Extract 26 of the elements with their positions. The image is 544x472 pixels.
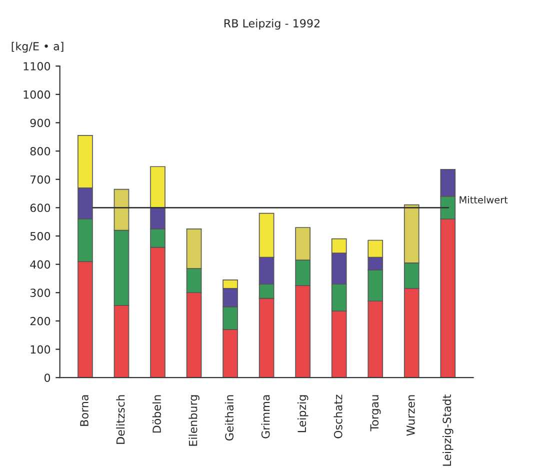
x-tick-label: Geithain	[224, 395, 234, 441]
y-tick-label: 700	[30, 175, 50, 184]
y-tick-label: 800	[30, 147, 50, 156]
x-tick-label: Torgau	[370, 395, 381, 432]
x-tick-label: Grimma	[261, 395, 270, 438]
y-axis-title: [kg/E • a]	[12, 42, 64, 53]
y-tick-label: 1000	[24, 90, 50, 99]
y-tick-label: 400	[30, 260, 50, 269]
y-tick-label: 600	[30, 204, 50, 212]
ref-line-label: Mittelwert	[460, 196, 508, 204]
x-tick-label: Oschatz	[334, 394, 342, 438]
x-tick-label: Eilenburg	[188, 395, 200, 446]
y-tick-label: 1100	[24, 62, 50, 70]
chart-title: RB Leipzig - 1992	[224, 18, 320, 30]
y-tick-label: 100	[30, 345, 50, 354]
x-tick-label: Wurzen	[406, 395, 415, 436]
x-tick-label: Döbeln	[152, 395, 161, 433]
y-tick-label: 300	[30, 288, 50, 298]
y-tick-label: 900	[30, 118, 50, 128]
y-tick-label: 0	[44, 374, 50, 382]
y-tick-label: 200	[30, 316, 50, 326]
x-tick-label: Delitzsch	[116, 395, 125, 444]
x-tick-label: Leipzig-Stadt	[442, 394, 454, 466]
x-tick-label: Borna	[80, 395, 88, 426]
y-tick-label: 500	[30, 232, 50, 240]
x-tick-label: Leipzig	[297, 395, 308, 432]
